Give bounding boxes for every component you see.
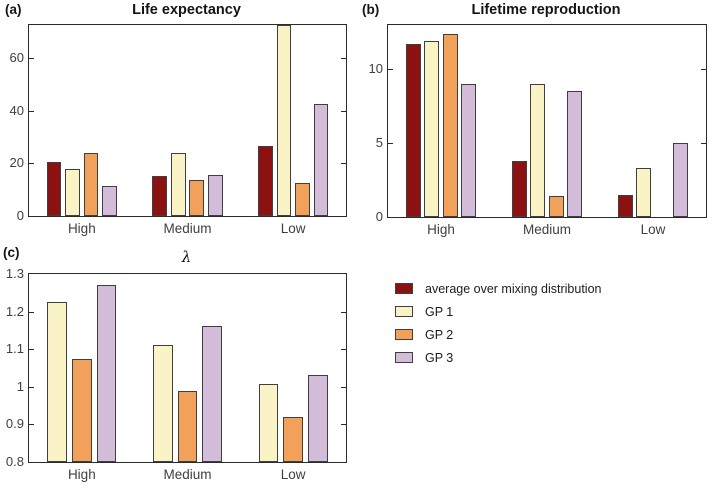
y-tick-mark xyxy=(341,312,346,313)
y-tick-mark xyxy=(341,387,346,388)
bar xyxy=(170,153,186,216)
bar xyxy=(567,91,583,217)
x-category-label: Medium xyxy=(522,222,571,237)
y-tick-mark xyxy=(29,312,34,313)
bar xyxy=(258,146,273,216)
legend-label: GP 3 xyxy=(425,350,454,365)
legend-swatch xyxy=(395,306,413,317)
bar xyxy=(673,143,689,217)
panel-title-lambda: λ xyxy=(181,248,192,266)
bar xyxy=(207,174,223,216)
y-tick-mark xyxy=(29,111,34,112)
legend: average over mixing distribution GP 1 GP 2… xyxy=(395,277,601,369)
y-tick-mark xyxy=(388,69,393,70)
legend-item: GP 1 xyxy=(395,300,601,323)
y-tick-label: 40 xyxy=(9,103,24,118)
bar xyxy=(189,179,205,216)
bar xyxy=(617,194,633,217)
y-tick-mark xyxy=(29,387,34,388)
y-tick-mark xyxy=(341,58,346,59)
y-tick-label: 5 xyxy=(375,135,383,150)
bar xyxy=(511,160,527,217)
bar xyxy=(442,33,458,217)
legend-label: average over mixing distribution xyxy=(425,281,602,296)
y-tick-mark xyxy=(341,163,346,164)
x-category-label: Medium xyxy=(163,467,212,482)
bar xyxy=(102,185,117,216)
bar xyxy=(283,416,304,462)
y-tick-mark xyxy=(341,111,346,112)
panel-title-life-expectancy: Life expectancy xyxy=(132,2,241,18)
panel-letter-b: (b) xyxy=(362,2,380,17)
bar xyxy=(307,374,328,462)
x-category-label: Low xyxy=(280,467,306,482)
bar xyxy=(461,84,477,217)
plot-area-lambda: 0.8 0.9 1 1.1 1.2 1.3 High Medium Low xyxy=(6,266,347,482)
x-category-label: Medium xyxy=(163,221,212,236)
y-tick-mark xyxy=(701,69,706,70)
y-tick-label: 0.8 xyxy=(5,454,24,469)
y-tick-mark xyxy=(29,424,34,425)
y-tick-mark xyxy=(701,143,706,144)
bar xyxy=(548,196,564,217)
bar xyxy=(152,175,168,216)
plot-area-life-expectancy: 0 20 40 60 High Medium Low xyxy=(10,24,347,236)
panel-title-lifetime-reproduction: Lifetime reproduction xyxy=(471,2,621,18)
bar xyxy=(530,84,546,217)
x-category-label: High xyxy=(67,221,96,236)
y-tick-mark xyxy=(341,424,346,425)
bar xyxy=(47,302,68,462)
bar xyxy=(83,153,99,216)
bar xyxy=(177,391,198,462)
legend-swatch xyxy=(395,352,413,363)
bar xyxy=(96,284,117,462)
bar xyxy=(636,168,652,217)
bar xyxy=(424,41,440,217)
y-tick-label: 0 xyxy=(16,208,24,223)
x-category-label: Low xyxy=(640,222,666,237)
y-tick-mark xyxy=(29,58,34,59)
bar xyxy=(405,44,421,217)
y-tick-label: 1.1 xyxy=(5,341,24,356)
legend-swatch xyxy=(395,329,413,340)
y-tick-mark xyxy=(341,349,346,350)
panel-letter-c: (c) xyxy=(3,245,20,260)
y-tick-label: 0.9 xyxy=(5,416,24,431)
legend-swatch xyxy=(395,283,413,294)
bar xyxy=(313,103,329,216)
y-tick-label: 20 xyxy=(9,155,24,170)
bar xyxy=(71,358,92,462)
y-tick-label: 60 xyxy=(9,50,24,65)
y-tick-mark xyxy=(29,349,34,350)
bar xyxy=(46,162,62,216)
legend-label: GP 2 xyxy=(425,327,454,342)
y-tick-label: 10 xyxy=(368,61,383,76)
legend-label: GP 1 xyxy=(425,304,454,319)
legend-item: average over mixing distribution xyxy=(395,277,601,300)
x-category-label: Low xyxy=(280,221,306,236)
y-tick-label: 1.2 xyxy=(5,304,24,319)
y-tick-label: 1.3 xyxy=(5,266,24,281)
legend-item: GP 3 xyxy=(395,346,601,369)
y-tick-mark xyxy=(29,163,34,164)
panel-letter-a: (a) xyxy=(5,2,22,17)
bar xyxy=(152,345,173,462)
y-tick-label: 1 xyxy=(16,379,24,394)
x-category-label: High xyxy=(67,467,96,482)
bar xyxy=(258,383,279,462)
plot-area-lifetime-reproduction: 0 5 10 High Medium Low xyxy=(369,24,707,237)
y-tick-label: 0 xyxy=(375,209,383,224)
bar xyxy=(276,25,292,216)
bar xyxy=(65,169,80,216)
x-category-label: High xyxy=(427,222,455,237)
bar xyxy=(202,325,222,462)
y-tick-mark xyxy=(388,143,393,144)
bar xyxy=(295,183,310,216)
legend-item: GP 2 xyxy=(395,323,601,346)
